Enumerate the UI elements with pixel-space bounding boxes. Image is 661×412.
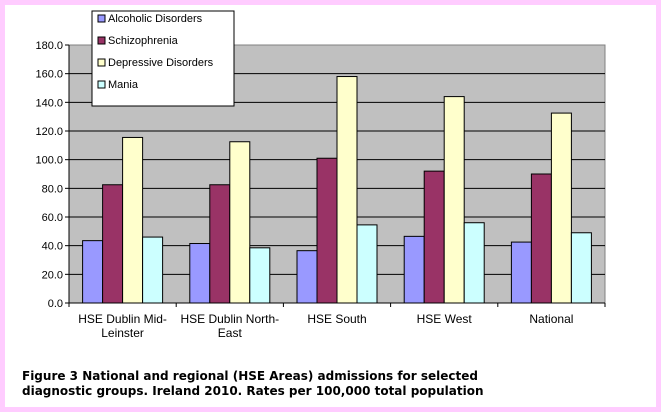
bar	[102, 184, 124, 304]
x-category-label: HSE South	[307, 312, 366, 326]
x-category-label: HSE Dublin Mid-	[78, 312, 167, 326]
y-tick-label: 40.0	[42, 241, 63, 253]
y-tick-label: 120.0	[35, 126, 63, 138]
y-tick-label: 100.0	[35, 155, 63, 167]
x-category-label: Leinster	[101, 326, 144, 340]
legend-label: Mania	[108, 79, 139, 91]
y-tick-label: 180.0	[35, 40, 63, 52]
caption-line-1: Figure 3 National and regional (HSE Area…	[22, 369, 478, 383]
bar	[82, 240, 104, 304]
bar	[249, 247, 271, 304]
bars	[82, 76, 592, 304]
x-category-labels: HSE Dublin Mid-Leinster HSE Dublin North-…	[78, 312, 573, 340]
bar-chart: 0.0 20.0 40.0 60.0 80.0 100.0 120.0 140.0 160.0 1…	[35, 10, 606, 340]
y-tick-label: 60.0	[42, 212, 63, 224]
y-tick-label: 140.0	[35, 97, 63, 109]
bar	[189, 243, 211, 304]
figure-caption: Figure 3 National and regional (HSE Area…	[22, 369, 582, 399]
legend-swatch	[97, 58, 106, 67]
x-category-label: National	[529, 312, 573, 326]
y-tick-label: 20.0	[42, 269, 63, 281]
bar	[530, 173, 552, 304]
bar	[122, 136, 144, 304]
legend-label: Schizophrenia	[108, 35, 179, 47]
legend-box	[91, 10, 235, 107]
legend-swatch	[97, 80, 106, 89]
bar	[443, 96, 465, 304]
legend-swatch	[97, 36, 106, 45]
bar	[142, 236, 164, 304]
x-category-label: East	[218, 326, 243, 340]
x-category-label: HSE Dublin North-	[180, 312, 279, 326]
y-tick-label: 80.0	[42, 183, 63, 195]
bar	[336, 76, 358, 304]
bar	[570, 232, 592, 304]
bar	[403, 235, 425, 304]
figure-panel: 0.0 20.0 40.0 60.0 80.0 100.0 120.0 140.0 160.0 1…	[5, 5, 656, 407]
legend-swatch	[97, 14, 106, 23]
bar	[296, 250, 318, 304]
axes	[65, 44, 606, 307]
y-tick-labels: 0.0 20.0 40.0 60.0 80.0 100.0 120.0 140.0 160.0 1…	[35, 40, 63, 310]
y-tick-label: 0.0	[48, 298, 63, 310]
bar	[229, 141, 251, 304]
bar	[209, 184, 231, 304]
bar	[510, 241, 532, 304]
bar	[356, 224, 378, 304]
legend: Alcoholic Disorders Schizophrenia Depressi…	[91, 10, 235, 107]
bar	[316, 157, 338, 304]
bar	[423, 170, 445, 304]
caption-line-2: diagnostic groups. Ireland 2010. Rates p…	[22, 384, 484, 398]
legend-label: Depressive Disorders	[108, 57, 214, 69]
legend-label: Alcoholic Disorders	[108, 13, 203, 25]
bar	[550, 112, 572, 304]
x-category-label: HSE West	[417, 312, 473, 326]
y-tick-label: 160.0	[35, 69, 63, 81]
bar	[463, 222, 485, 304]
